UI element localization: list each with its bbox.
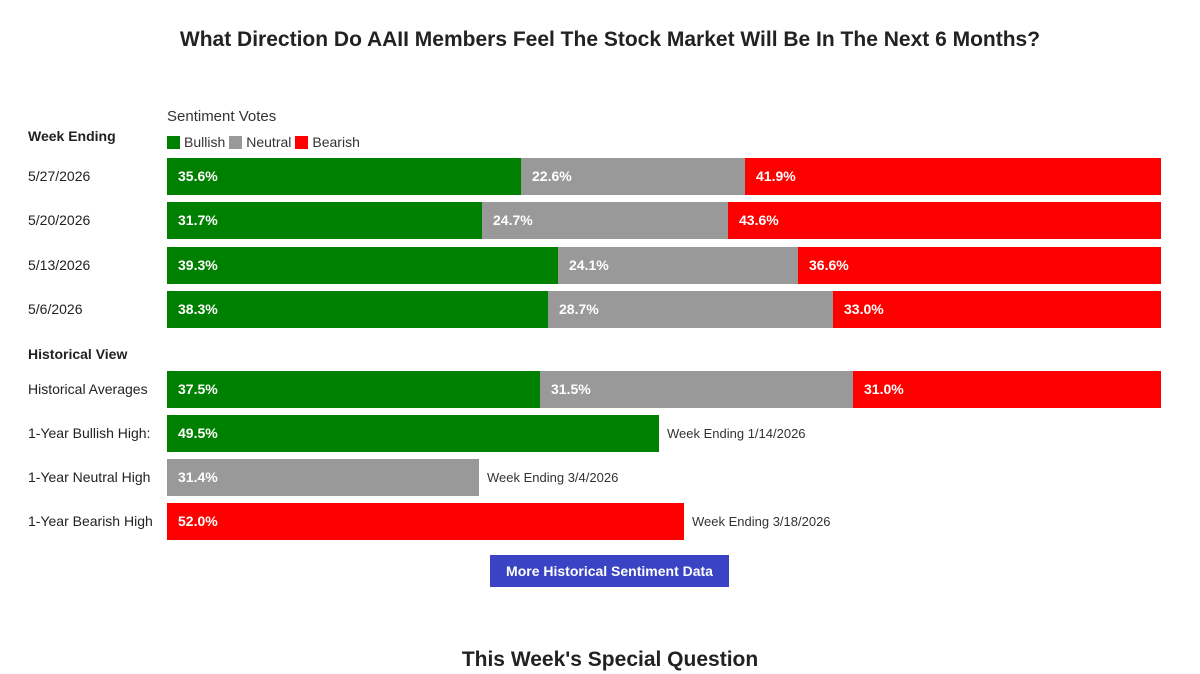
week-row-label: 5/6/2026 (28, 301, 83, 317)
legend-label-bullish: Bullish (184, 134, 226, 150)
one-year-bearish-high-bar: 52.0% (167, 503, 684, 540)
one-year-bullish-high-bar: 49.5% (167, 415, 659, 452)
historical-view-heading: Historical View (28, 346, 128, 362)
week-row-1-bar: 35.6% 22.6% 41.9% (167, 158, 1161, 195)
week-row-1-neutral-segment: 22.6% (521, 158, 745, 195)
chart-title: What Direction Do AAII Members Feel The … (179, 28, 1041, 51)
more-historical-data-button[interactable]: More Historical Sentiment Data (490, 555, 729, 587)
one-year-bullish-high-label: 1-Year Bullish High: (28, 425, 151, 441)
week-row-2-bearish-segment: 43.6% (728, 202, 1161, 239)
one-year-bearish-high-label: 1-Year Bearish High (28, 513, 153, 529)
legend-item-neutral: Neutral (229, 134, 291, 150)
week-row-label: 5/13/2026 (28, 257, 91, 273)
week-row-3-bar: 39.3% 24.1% 36.6% (167, 247, 1161, 284)
legend-label-neutral: Neutral (246, 134, 292, 150)
week-ending-heading: Week Ending (28, 128, 116, 144)
legend: Bullish Neutral Bearish (167, 134, 364, 150)
one-year-neutral-high-bar: 31.4% (167, 459, 479, 496)
legend-swatch-bearish (295, 135, 309, 149)
week-row-2-neutral-segment: 24.7% (482, 202, 728, 239)
one-year-bearish-high-date: Week Ending 3/18/2026 (692, 514, 831, 529)
week-row-3-bullish-segment: 39.3% (167, 247, 558, 284)
week-row-label: 5/20/2026 (28, 212, 91, 228)
legend-item-bullish: Bullish (167, 134, 225, 150)
legend-label-bearish: Bearish (312, 134, 360, 150)
special-question-title: This Week's Special Question (461, 648, 759, 671)
one-year-neutral-high-date: Week Ending 3/4/2026 (487, 470, 619, 485)
week-row-4-bearish-segment: 33.0% (833, 291, 1161, 328)
week-row-4-bar: 38.3% 28.7% 33.0% (167, 291, 1161, 328)
legend-item-bearish: Bearish (295, 134, 360, 150)
historical-averages-bar: 37.5% 31.5% 31.0% (167, 371, 1161, 408)
week-row-3-neutral-segment: 24.1% (558, 247, 798, 284)
week-row-3-bearish-segment: 36.6% (798, 247, 1161, 284)
week-row-2-bullish-segment: 31.7% (167, 202, 482, 239)
week-row-1-bullish-segment: 35.6% (167, 158, 521, 195)
one-year-bullish-high-date: Week Ending 1/14/2026 (667, 426, 806, 441)
historical-averages-bearish-segment: 31.0% (853, 371, 1161, 408)
legend-swatch-neutral (229, 135, 243, 149)
week-row-1-bearish-segment: 41.9% (745, 158, 1161, 195)
week-row-2-bar: 31.7% 24.7% 43.6% (167, 202, 1161, 239)
week-row-4-bullish-segment: 38.3% (167, 291, 548, 328)
legend-swatch-bullish (167, 135, 180, 149)
one-year-neutral-high-label: 1-Year Neutral High (28, 469, 151, 485)
historical-averages-label: Historical Averages (28, 381, 148, 397)
historical-averages-neutral-segment: 31.5% (540, 371, 853, 408)
week-row-label: 5/27/2026 (28, 168, 91, 184)
historical-averages-bullish-segment: 37.5% (167, 371, 540, 408)
legend-title: Sentiment Votes (167, 108, 277, 125)
week-row-4-neutral-segment: 28.7% (548, 291, 833, 328)
